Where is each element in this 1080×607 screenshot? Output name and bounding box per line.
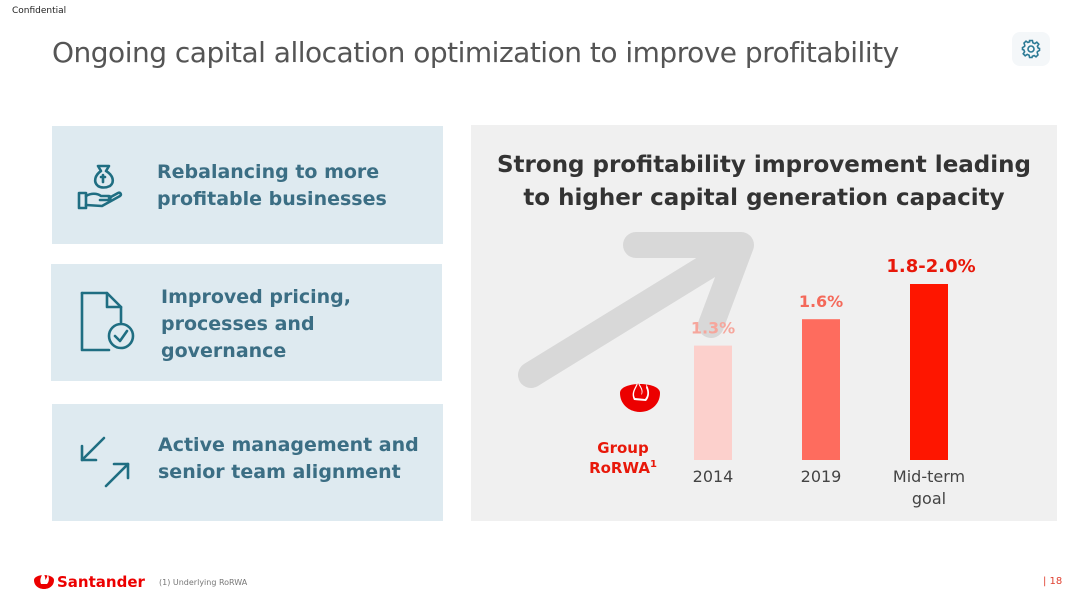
document-check-icon	[80, 291, 135, 352]
card-pricing: Improved pricing, processes and governan…	[51, 264, 442, 381]
metric-label: RoRWA1	[589, 459, 657, 477]
card-active-management: Active management and senior team alignm…	[52, 404, 443, 521]
card-rebalancing: Rebalancing to more profitable businesse…	[52, 126, 443, 244]
bar-mid-term-goal	[910, 284, 948, 460]
trend-arrow-icon	[518, 232, 754, 388]
card-label-line: Active management and	[158, 434, 419, 456]
data-label: 1.3%	[691, 319, 735, 338]
card-label-line: senior team alignment	[158, 461, 401, 483]
category-label: 2014	[693, 467, 734, 486]
metric-label: Group	[597, 439, 649, 457]
rorwa-bar-chart: Group RoRWA1 1.3% 2014 1.6% 2019 1.8-2.0% Mid…	[589, 256, 976, 508]
bar-2019	[802, 319, 840, 460]
brand-name: Santander	[57, 573, 145, 591]
card-label-line: processes and	[161, 313, 315, 335]
santander-logo: Santander	[34, 572, 145, 591]
data-label: 1.6%	[799, 292, 843, 311]
card-label-line: Rebalancing to more	[157, 161, 380, 183]
confidential-label: Confidential	[12, 6, 67, 16]
gear-icon[interactable]	[1012, 32, 1050, 66]
metric-superscript: 1	[650, 459, 657, 470]
card-label-line: governance	[161, 340, 287, 362]
page-number: | 18	[1043, 576, 1063, 587]
profitability-panel: Strong profitability improvement leading…	[471, 125, 1057, 521]
hand-moneybag-icon	[77, 164, 123, 210]
category-label: goal	[912, 489, 946, 508]
category-label: 2019	[801, 467, 842, 486]
category-label: Mid-term	[893, 467, 965, 486]
footnote: (1) Underlying RoRWA	[159, 578, 248, 587]
data-label: 1.8-2.0%	[886, 256, 975, 277]
santander-flame-icon	[620, 381, 660, 412]
panel-title-line: Strong profitability improvement leading	[496, 152, 1031, 178]
page-title: Ongoing capital allocation optimization …	[52, 36, 899, 69]
bar-2014	[694, 345, 732, 460]
panel-title-line: to higher capital generation capacity	[523, 185, 1005, 211]
card-label-line: Improved pricing,	[161, 286, 351, 308]
diagonal-arrows-icon	[80, 436, 130, 488]
metric-label-text: RoRWA	[589, 459, 650, 477]
card-label-line: profitable businesses	[157, 188, 387, 210]
